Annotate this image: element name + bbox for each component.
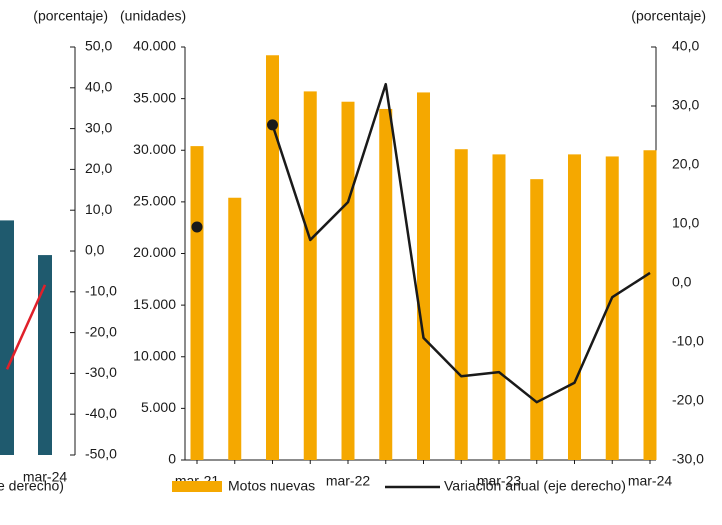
y2-tick-label: -10,0 — [85, 283, 117, 299]
bar — [605, 156, 619, 460]
y-tick-label: 30.000 — [133, 141, 176, 157]
y2-tick-label: 20,0 — [672, 156, 699, 172]
line — [5, 284, 47, 370]
y2-tick-label: -10,0 — [672, 333, 704, 349]
y2-tick-label: -30,0 — [672, 451, 704, 467]
line — [271, 82, 651, 404]
y2-tick-label: 10,0 — [672, 215, 699, 231]
bar — [0, 220, 14, 455]
y2-axis-title: (porcentaje) — [631, 8, 706, 24]
bar — [530, 179, 544, 460]
marker — [267, 119, 278, 131]
y2-tick-label: -30,0 — [85, 364, 117, 380]
marker — [191, 221, 203, 233]
y-axis-title: (unidades) — [120, 8, 186, 24]
y2-tick-label: 20,0 — [85, 160, 112, 176]
x-tick-label: mar-23 — [477, 473, 522, 489]
legend-label: Motos nuevas — [228, 478, 315, 494]
bar — [303, 91, 317, 461]
bar — [417, 92, 430, 461]
y-tick-label: 35.000 — [133, 89, 176, 105]
y2-tick-label: 30,0 — [672, 97, 699, 113]
y2-tick-label: -50,0 — [85, 446, 117, 462]
bar — [568, 154, 581, 460]
y2-tick-label: 40,0 — [672, 38, 699, 54]
y2-tick-label: -20,0 — [672, 392, 704, 408]
y-tick-label: 40.000 — [133, 38, 176, 54]
legend-label: e derecho) — [0, 478, 64, 494]
bar — [190, 146, 204, 460]
x-tick-label: mar-24 — [23, 469, 68, 485]
y2-tick-label: 50,0 — [85, 38, 112, 54]
y-tick-label: 10.000 — [133, 347, 176, 363]
x-tick-label: mar-22 — [326, 473, 371, 489]
y-tick-label: 5.000 — [141, 399, 176, 415]
y2-tick-label: -20,0 — [85, 323, 117, 339]
y2-tick-label: 0,0 — [85, 242, 105, 258]
y-tick-label: 0 — [168, 451, 176, 467]
y-tick-label: 15.000 — [133, 296, 176, 312]
bar — [38, 255, 52, 455]
bar — [454, 149, 468, 460]
y2-tick-label: 30,0 — [85, 119, 112, 135]
bar — [341, 101, 355, 460]
bar — [379, 108, 393, 460]
y2-tick-label: 10,0 — [85, 201, 112, 217]
legend-label: Variación anual (eje derecho) — [444, 478, 626, 494]
y-tick-label: 20.000 — [133, 244, 176, 260]
y2-tick-label: 0,0 — [672, 274, 692, 290]
bar — [643, 150, 657, 460]
legend-swatch — [172, 481, 222, 492]
bar — [228, 197, 242, 460]
y-tick-label: 25.000 — [133, 193, 176, 209]
y2-axis-title: (porcentaje) — [33, 8, 108, 24]
y2-tick-label: 40,0 — [85, 79, 112, 95]
x-tick-label: mar-24 — [628, 473, 673, 489]
y2-tick-label: -40,0 — [85, 405, 117, 421]
bar — [492, 154, 506, 460]
bar — [266, 55, 279, 460]
